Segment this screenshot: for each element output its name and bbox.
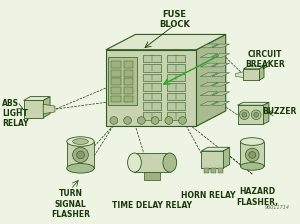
Bar xyxy=(111,70,121,77)
Text: CIRCUIT
BREAKER: CIRCUIT BREAKER xyxy=(245,50,285,69)
Circle shape xyxy=(239,110,249,120)
Text: 96011714: 96011714 xyxy=(265,205,290,210)
Circle shape xyxy=(151,117,159,124)
Polygon shape xyxy=(196,34,226,126)
Ellipse shape xyxy=(67,164,94,173)
Polygon shape xyxy=(106,34,226,50)
Polygon shape xyxy=(212,92,230,96)
Ellipse shape xyxy=(67,137,94,146)
Polygon shape xyxy=(200,82,218,86)
Polygon shape xyxy=(43,104,55,114)
Circle shape xyxy=(73,147,88,163)
Ellipse shape xyxy=(128,153,141,172)
Text: HORN RELAY: HORN RELAY xyxy=(181,191,235,200)
Bar xyxy=(124,78,134,85)
Text: HAZARD
FLASHER,: HAZARD FLASHER, xyxy=(236,187,278,207)
Circle shape xyxy=(178,117,187,124)
Polygon shape xyxy=(200,101,218,105)
Bar xyxy=(167,74,184,81)
Bar xyxy=(134,153,170,172)
Bar xyxy=(144,172,160,180)
Polygon shape xyxy=(223,147,230,168)
Ellipse shape xyxy=(163,153,177,172)
Polygon shape xyxy=(243,69,259,80)
Circle shape xyxy=(137,117,145,124)
Text: ABS
LIGHT
RELAY: ABS LIGHT RELAY xyxy=(2,99,28,128)
Polygon shape xyxy=(263,102,269,124)
Bar xyxy=(167,54,184,62)
Circle shape xyxy=(251,110,261,120)
Polygon shape xyxy=(212,54,230,57)
Bar xyxy=(211,168,216,173)
Text: TURN
SIGNAL
FLASHER: TURN SIGNAL FLASHER xyxy=(51,189,90,219)
Bar xyxy=(143,102,161,110)
Circle shape xyxy=(110,117,118,124)
Ellipse shape xyxy=(241,163,264,170)
Polygon shape xyxy=(106,50,196,126)
Bar xyxy=(143,54,161,62)
Ellipse shape xyxy=(73,139,88,144)
Circle shape xyxy=(165,117,173,124)
Bar xyxy=(111,96,121,102)
Bar xyxy=(143,93,161,100)
Polygon shape xyxy=(212,44,230,48)
Polygon shape xyxy=(212,101,230,105)
Polygon shape xyxy=(243,66,264,69)
Polygon shape xyxy=(200,92,218,96)
Polygon shape xyxy=(200,63,218,67)
Bar xyxy=(67,142,94,168)
Bar xyxy=(167,93,184,100)
Bar xyxy=(218,168,223,173)
Circle shape xyxy=(76,151,84,159)
Bar xyxy=(124,96,134,102)
Bar xyxy=(143,74,161,81)
Bar xyxy=(241,142,264,166)
Bar xyxy=(124,70,134,77)
Text: FUSE
BLOCK: FUSE BLOCK xyxy=(159,10,190,29)
Polygon shape xyxy=(238,102,269,105)
Circle shape xyxy=(242,112,247,117)
Polygon shape xyxy=(24,97,50,100)
Bar xyxy=(124,61,134,68)
Text: BUZZER: BUZZER xyxy=(262,107,297,116)
Polygon shape xyxy=(236,72,243,78)
Bar xyxy=(143,64,161,72)
Polygon shape xyxy=(200,44,218,48)
Polygon shape xyxy=(259,66,264,80)
Polygon shape xyxy=(200,54,218,57)
Bar xyxy=(111,87,121,94)
Bar xyxy=(143,83,161,91)
Polygon shape xyxy=(201,151,223,168)
Polygon shape xyxy=(238,105,263,124)
Bar xyxy=(204,168,209,173)
Bar xyxy=(167,102,184,110)
Polygon shape xyxy=(212,63,230,67)
Circle shape xyxy=(245,148,259,162)
Circle shape xyxy=(249,152,256,158)
Bar xyxy=(124,87,134,94)
Text: TIME DELAY RELAY: TIME DELAY RELAY xyxy=(112,201,192,210)
Polygon shape xyxy=(212,73,230,77)
Bar xyxy=(167,112,184,120)
Bar xyxy=(167,83,184,91)
Polygon shape xyxy=(212,82,230,86)
Bar xyxy=(143,112,161,120)
Bar xyxy=(111,78,121,85)
Polygon shape xyxy=(24,100,43,118)
Bar xyxy=(108,57,137,105)
Ellipse shape xyxy=(241,138,264,145)
Bar xyxy=(111,61,121,68)
Circle shape xyxy=(254,112,259,117)
Circle shape xyxy=(124,117,131,124)
Polygon shape xyxy=(200,73,218,77)
Polygon shape xyxy=(201,147,230,151)
Bar xyxy=(167,64,184,72)
Polygon shape xyxy=(43,97,50,118)
